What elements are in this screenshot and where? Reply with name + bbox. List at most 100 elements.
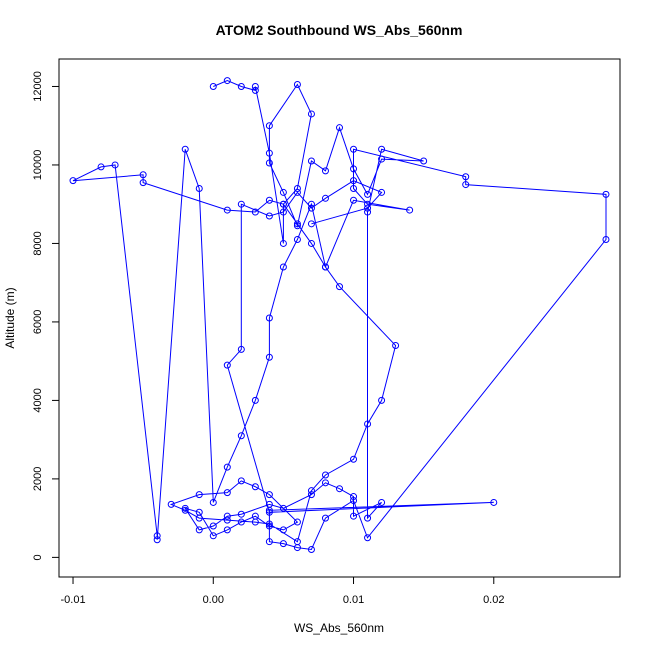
data-point: [237, 432, 245, 440]
data-point: [251, 396, 259, 404]
data-point: [181, 504, 189, 512]
data-point: [279, 200, 287, 208]
data-point: [209, 498, 217, 506]
series-line: [72, 80, 607, 551]
data-point: [321, 167, 329, 175]
data-point: [364, 208, 372, 216]
data-point: [307, 220, 315, 228]
data-point: [321, 471, 329, 479]
data-point: [462, 173, 470, 181]
y-tick-label: 12000: [32, 71, 44, 102]
data-point: [293, 81, 301, 89]
data-point: [167, 500, 175, 508]
chart-title: ATOM2 Southbound WS_Abs_560nm: [216, 22, 463, 38]
y-axis: 0 2000 4000 6000 8000 10000 12000: [32, 71, 60, 560]
data-point: [336, 283, 343, 291]
data-point: [350, 512, 358, 520]
data-point: [350, 145, 358, 153]
data-point: [251, 82, 259, 90]
y-tick-label: 4000: [32, 388, 44, 412]
data-point: [209, 522, 217, 530]
data-point: [265, 491, 273, 499]
data-point: [321, 479, 329, 487]
data-point: [364, 190, 372, 198]
data-point: [293, 518, 301, 526]
data-point: [237, 518, 245, 526]
data-point: [265, 353, 273, 361]
data-point: [279, 504, 287, 512]
data-point: [420, 157, 428, 165]
data-point: [378, 145, 386, 153]
data-point: [111, 161, 119, 169]
data-point: [265, 538, 273, 546]
data-point: [251, 86, 259, 94]
x-tick-label: 0.02: [483, 594, 504, 606]
data-point: [223, 77, 231, 85]
data-point: [265, 314, 273, 322]
data-point: [265, 508, 273, 516]
data-point: [307, 239, 315, 247]
data-point: [153, 536, 161, 544]
y-axis-label: Altitude (m): [3, 287, 17, 348]
data-point: [406, 206, 414, 214]
data-point: [265, 506, 273, 514]
data-point: [265, 522, 273, 530]
data-point: [364, 534, 372, 542]
data-point: [378, 155, 386, 163]
data-point: [336, 124, 343, 132]
data-point: [69, 177, 77, 185]
y-tick-label: 2000: [32, 467, 44, 491]
data-point: [364, 514, 372, 522]
data-point: [350, 185, 358, 192]
data-point: [181, 145, 189, 153]
data-point: [293, 544, 301, 552]
data-point: [153, 532, 161, 540]
x-tick-label: 0.00: [203, 594, 224, 606]
x-tick-label: -0.01: [60, 594, 85, 606]
data-point: [223, 516, 231, 524]
data-point: [265, 149, 273, 157]
data-point: [602, 190, 610, 198]
data-point: [364, 200, 372, 208]
data-point: [237, 477, 245, 485]
data-point: [307, 200, 315, 208]
data-point: [279, 208, 287, 216]
data-point: [364, 420, 372, 428]
data-point: [307, 157, 315, 165]
data-point: [293, 236, 301, 244]
data-point: [364, 204, 372, 212]
data-point: [378, 188, 386, 196]
data-point: [307, 110, 315, 118]
data-point: [237, 82, 245, 90]
x-axis: -0.01 0.00 0.01 0.02: [60, 576, 504, 606]
y-tick-label: 8000: [32, 231, 44, 255]
data-point: [195, 491, 203, 499]
data-point: [378, 396, 386, 404]
series-layer: [69, 77, 610, 554]
y-tick-label: 10000: [32, 150, 44, 181]
data-point: [321, 263, 329, 271]
data-point: [279, 263, 287, 271]
data-point: [195, 514, 203, 522]
data-point: [265, 520, 273, 528]
data-point: [237, 200, 245, 208]
data-point: [279, 526, 287, 534]
data-point: [223, 463, 231, 471]
data-point: [139, 171, 147, 179]
data-point: [336, 485, 343, 493]
data-point: [350, 177, 358, 185]
data-point: [350, 455, 358, 463]
y-tick-label: 6000: [32, 310, 44, 334]
data-point: [350, 196, 358, 204]
data-point: [265, 196, 273, 204]
data-point: [279, 188, 287, 196]
data-point: [265, 122, 273, 130]
data-point: [350, 496, 358, 504]
data-point: [350, 165, 358, 173]
data-point: [181, 506, 189, 514]
data-point: [392, 341, 400, 349]
data-point: [139, 179, 147, 187]
data-point: [490, 498, 498, 506]
data-point: [350, 493, 358, 501]
